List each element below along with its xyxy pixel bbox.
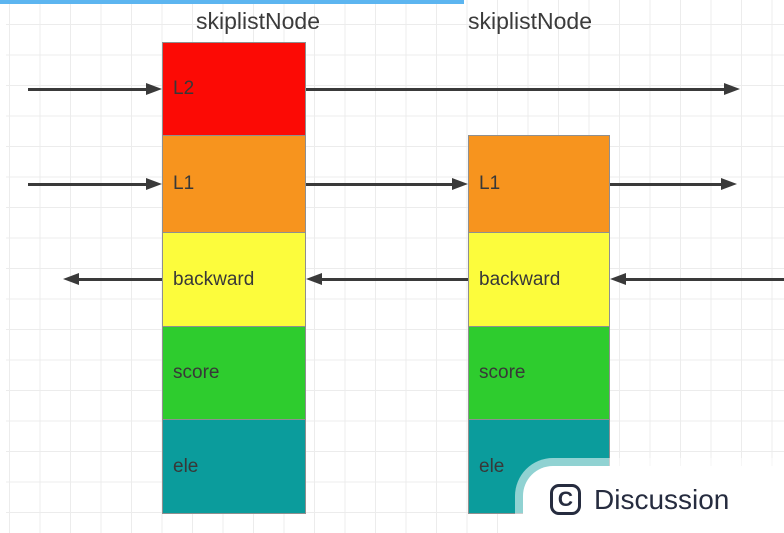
node1-title: skiplistNode [196, 8, 320, 34]
arrow-backward-from-node1 [63, 273, 162, 285]
node2-segment-l1: L1 [468, 135, 610, 233]
node2-segment-backward-label: backward [479, 268, 561, 290]
arrow-shaft [28, 88, 148, 91]
arrow-l1-out-of-node2 [610, 178, 737, 190]
node2-segment-score: score [468, 326, 610, 420]
node1-segment-backward-label: backward [173, 268, 255, 290]
arrow-shaft [306, 183, 454, 186]
arrow-l1-into-node1 [28, 178, 162, 190]
arrow-shaft [610, 183, 723, 186]
discussion-badge[interactable]: C Discussion [523, 466, 784, 533]
node1-segment-l1-label: L1 [173, 173, 195, 194]
node2-segment-backward: backward [468, 232, 610, 327]
arrow-backward-into-node2 [610, 273, 784, 285]
node1-segment-score: score [162, 326, 306, 420]
arrow-l2-out-of-node1 [306, 83, 740, 95]
arrowhead-left-icon [610, 273, 626, 285]
arrow-shaft [77, 278, 162, 281]
arrowhead-right-icon [452, 178, 468, 190]
arrowhead-left-icon [306, 273, 322, 285]
discussion-label: Discussion [594, 483, 730, 515]
node1-segment-backward: backward [162, 232, 306, 327]
node2-title: skiplistNode [468, 8, 592, 34]
arrow-shaft [624, 278, 784, 281]
arrow-shaft [28, 183, 148, 186]
arrowhead-right-icon [721, 178, 737, 190]
arrow-shaft [306, 88, 726, 91]
node2-segment-ele-label: ele [479, 455, 505, 477]
arrow-backward-node2-to-node1 [306, 273, 468, 285]
node1-segment-score-label: score [173, 362, 220, 383]
arrowhead-right-icon [724, 83, 740, 95]
top-accent-bar [0, 0, 464, 4]
node1-segment-ele: ele [162, 419, 306, 514]
arrow-shaft [320, 278, 468, 281]
left-margin [0, 0, 6, 533]
node1-segment-l1: L1 [162, 135, 306, 233]
node1-segment-l2: L2 [162, 42, 306, 136]
node1-segment-l2-label: L2 [173, 78, 195, 99]
arrowhead-left-icon [63, 273, 79, 285]
arrowhead-right-icon [146, 83, 162, 95]
arrow-l1-node1-to-node2 [306, 178, 468, 190]
discussion-logo-icon: C [550, 484, 581, 515]
node2-segment-score-label: score [479, 362, 526, 383]
node2-segment-l1-label: L1 [479, 173, 501, 194]
arrowhead-right-icon [146, 178, 162, 190]
arrow-l2-into-node1 [28, 83, 162, 95]
node1-segment-ele-label: ele [173, 455, 199, 477]
